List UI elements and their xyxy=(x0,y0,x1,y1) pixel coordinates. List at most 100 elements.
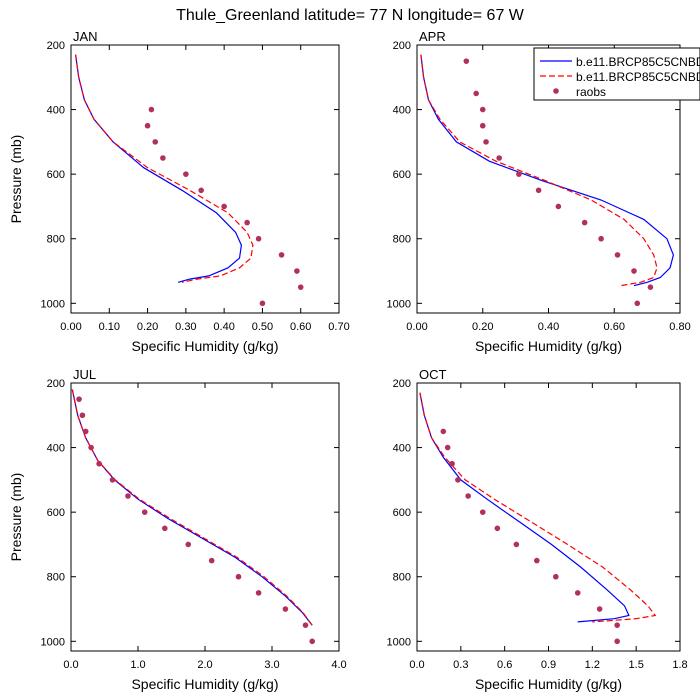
raobs-point-apr xyxy=(473,90,479,97)
raobs-point-apr xyxy=(483,139,489,145)
y-tick-label-oct: 600 xyxy=(393,507,411,519)
raobs-point-jan xyxy=(244,219,250,226)
series-group-oct xyxy=(419,392,657,645)
x-tick-label-jan: 0.70 xyxy=(328,321,349,333)
plot-frame-jul xyxy=(70,382,340,652)
x-tick-label-jan: 0.10 xyxy=(99,321,120,333)
x-axis-label-oct: Specific Humidity (g/kg) xyxy=(475,676,622,692)
series-line-model2-jul xyxy=(71,389,313,626)
x-tick-label-apr: 0.80 xyxy=(669,321,690,333)
x-tick-label-oct: 0.6 xyxy=(497,659,512,671)
legend-label-model2: b.e11.BRCP85C5CNBDRD xyxy=(576,70,700,84)
panel-label-apr: APR xyxy=(419,29,446,44)
x-tick-label-jan: 0.60 xyxy=(290,321,311,333)
raobs-point-jul xyxy=(125,493,131,499)
raobs-point-apr xyxy=(496,155,502,161)
panel-apr: APR 0.00 0.20 0.40 0.60 0.80 200 400 600 800 1000 S… xyxy=(387,29,691,354)
y-axis-label-jul: Pressure (mb) xyxy=(8,473,24,562)
x-tick-label-apr: 0.40 xyxy=(538,321,559,333)
panel-oct: OCT 0.0 0.3 0.6 0.9 1.2 1.5 1.8 200 400 600 800 1000… xyxy=(387,367,688,692)
x-tick-label-jul: 4.0 xyxy=(331,659,346,671)
raobs-point-jan xyxy=(255,235,262,242)
raobs-point-jul xyxy=(302,622,309,628)
legend-swatch-raobs xyxy=(553,88,559,94)
raobs-point-jan xyxy=(294,268,300,274)
raobs-point-jul xyxy=(208,557,215,564)
x-tick-label-oct: 1.8 xyxy=(672,659,687,671)
x-tick-label-apr: 0.20 xyxy=(472,321,493,333)
x-tick-label-oct: 0.0 xyxy=(409,659,424,671)
y-tick-label-oct: 800 xyxy=(393,572,411,584)
raobs-point-jul xyxy=(141,509,148,515)
raobs-point-apr xyxy=(647,284,654,290)
y-tick-label-jan: 800 xyxy=(47,234,65,246)
raobs-point-oct xyxy=(494,525,501,532)
raobs-point-jul xyxy=(96,460,102,467)
x-tick-label-apr: 0.00 xyxy=(406,321,427,333)
raobs-point-jan xyxy=(183,171,189,177)
raobs-point-oct xyxy=(574,590,581,596)
legend-box xyxy=(533,47,700,101)
y-tick-label-apr: 400 xyxy=(393,105,411,117)
x-tick-label-jan: 0.30 xyxy=(175,321,196,333)
x-tick-label-jan: 0.20 xyxy=(137,321,158,333)
series-line-model1-jul xyxy=(71,389,313,626)
panels: JAN 0.00 0.10 0.20 0.30 0.40 0.50 0.60 0.70 200 40… xyxy=(8,29,691,692)
series-group-jan xyxy=(75,54,304,307)
x-axis-label-jan: Specific Humidity (g/kg) xyxy=(131,338,278,354)
raobs-point-oct xyxy=(465,493,471,499)
x-tick-label-jul: 3.0 xyxy=(264,659,279,671)
y-tick-label-oct: 200 xyxy=(393,378,411,390)
raobs-point-jul xyxy=(255,590,262,596)
raobs-point-oct xyxy=(596,606,603,612)
x-tick-label-jan: 0.50 xyxy=(252,321,273,333)
raobs-point-oct xyxy=(449,460,455,467)
y-tick-label-apr: 600 xyxy=(393,169,411,181)
raobs-point-apr xyxy=(555,203,562,210)
raobs-point-jul xyxy=(79,412,86,419)
plot-frame-oct xyxy=(416,382,681,652)
x-tick-label-oct: 0.9 xyxy=(541,659,556,671)
series-line-model1-oct xyxy=(419,392,630,623)
raobs-point-apr xyxy=(463,58,470,64)
raobs-point-jul xyxy=(235,573,242,580)
raobs-point-apr xyxy=(535,187,542,194)
x-tick-label-oct: 1.5 xyxy=(629,659,644,671)
y-tick-label-jan: 1000 xyxy=(41,298,65,310)
y-tick-label-jul: 200 xyxy=(47,378,65,390)
plot-frame-jan xyxy=(70,44,340,314)
raobs-point-jan xyxy=(198,187,204,194)
legend: b.e11.BRCP85C5CNBDRD b.e11.BRCP85C5CNBDR… xyxy=(533,47,700,101)
raobs-point-jan xyxy=(297,284,304,290)
raobs-point-oct xyxy=(444,444,451,451)
raobs-point-jul xyxy=(162,525,168,532)
raobs-point-oct xyxy=(440,428,447,435)
raobs-point-oct xyxy=(614,622,620,628)
raobs-point-apr xyxy=(479,122,486,129)
raobs-point-jul xyxy=(185,541,192,548)
x-tick-label-jul: 0.0 xyxy=(63,659,78,671)
panel-jan: JAN 0.00 0.10 0.20 0.30 0.40 0.50 0.60 0.70 200 40… xyxy=(8,29,350,354)
raobs-point-jan xyxy=(259,300,266,307)
series-line-model2-jan xyxy=(75,54,254,283)
figure-title: Thule_Greenland latitude= 77 N longitude… xyxy=(176,7,525,24)
panel-label-oct: OCT xyxy=(419,367,447,382)
raobs-point-jul xyxy=(82,428,89,435)
x-tick-label-jan: 0.00 xyxy=(60,321,81,333)
raobs-point-jul xyxy=(88,444,94,451)
legend-label-raobs: raobs xyxy=(576,85,606,99)
y-axis-label-jan: Pressure (mb) xyxy=(8,135,24,224)
series-line-model2-oct xyxy=(419,392,657,623)
series-group-apr xyxy=(420,54,675,307)
x-tick-label-apr: 0.60 xyxy=(604,321,625,333)
series-group-jul xyxy=(71,389,316,645)
y-tick-label-jul: 400 xyxy=(47,443,65,455)
y-tick-label-jul: 1000 xyxy=(41,636,65,648)
series-line-model1-apr xyxy=(420,54,675,287)
y-tick-label-oct: 400 xyxy=(393,443,411,455)
raobs-point-apr xyxy=(631,268,637,274)
raobs-point-apr xyxy=(634,300,641,307)
raobs-point-oct xyxy=(534,557,540,564)
series-line-model2-apr xyxy=(420,54,658,287)
